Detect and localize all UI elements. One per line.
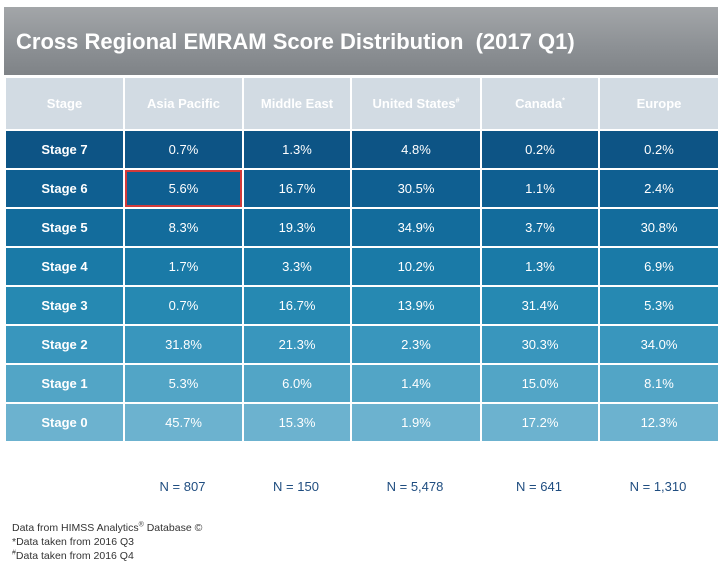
stage-label: Stage 5 bbox=[4, 207, 125, 248]
cell-united-states: 34.9% bbox=[350, 207, 482, 248]
region-header-middle-east: Middle East bbox=[242, 76, 352, 131]
cell-canada: 15.0% bbox=[480, 363, 600, 404]
cell-europe: 30.8% bbox=[598, 207, 720, 248]
cell-united-states: 30.5% bbox=[350, 168, 482, 209]
region-header-asia-pacific: Asia Pacific bbox=[123, 76, 244, 131]
table-row: Stage 3 0.7% 16.7% 13.9% 31.4% 5.3% bbox=[4, 285, 720, 326]
title-bar: Cross Regional EMRAM Score Distribution … bbox=[4, 7, 718, 75]
stage-label: Stage 6 bbox=[4, 168, 125, 209]
footnote-canada: *Data taken from 2016 Q3 bbox=[12, 536, 134, 548]
stage-label: Stage 3 bbox=[4, 285, 125, 326]
sample-size-row: N = 807 N = 150 N = 5,478 N = 641 N = 1,… bbox=[4, 479, 718, 494]
header-row: Stage Asia Pacific Middle East United St… bbox=[4, 76, 720, 131]
cell-asia-pacific: 0.7% bbox=[123, 129, 244, 170]
sample-size-canada: N = 641 bbox=[516, 479, 562, 494]
cell-canada: 3.7% bbox=[480, 207, 600, 248]
source-note: Data from HIMSS Analytics® Database © bbox=[12, 521, 203, 535]
cell-united-states: 1.9% bbox=[350, 402, 482, 443]
stage-label: Stage 2 bbox=[4, 324, 125, 365]
cell-united-states: 1.4% bbox=[350, 363, 482, 404]
page-title: Cross Regional EMRAM Score Distribution … bbox=[16, 29, 575, 54]
stage-column-header: Stage bbox=[4, 76, 125, 131]
cell-europe: 5.3% bbox=[598, 285, 720, 326]
stage-label: Stage 1 bbox=[4, 363, 125, 404]
stage-label: Stage 7 bbox=[4, 129, 125, 170]
cell-middle-east: 19.3% bbox=[242, 207, 352, 248]
table-row: Stage 6 5.6% 16.7% 30.5% 1.1% 2.4% bbox=[4, 168, 720, 209]
sample-size-asia-pacific: N = 807 bbox=[159, 479, 206, 494]
highlighted-cell: 5.6% bbox=[123, 168, 244, 209]
table-row: Stage 1 5.3% 6.0% 1.4% 15.0% 8.1% bbox=[4, 363, 720, 404]
cell-asia-pacific: 5.3% bbox=[123, 363, 244, 404]
sample-size-europe: N = 1,310 bbox=[629, 479, 687, 494]
stage-label: Stage 0 bbox=[4, 402, 125, 443]
cell-europe: 6.9% bbox=[598, 246, 720, 287]
footnotes: Data from HIMSS Analytics® Database © *D… bbox=[12, 521, 202, 563]
region-header-canada: Canada* bbox=[480, 76, 600, 131]
cell-united-states: 13.9% bbox=[350, 285, 482, 326]
cell-europe: 0.2% bbox=[598, 129, 720, 170]
cell-middle-east: 21.3% bbox=[242, 324, 352, 365]
cell-asia-pacific: 31.8% bbox=[123, 324, 244, 365]
table-row: Stage 0 45.7% 15.3% 1.9% 17.2% 12.3% bbox=[4, 402, 720, 443]
cell-asia-pacific: 1.7% bbox=[123, 246, 244, 287]
cell-canada: 1.3% bbox=[480, 246, 600, 287]
cell-middle-east: 16.7% bbox=[242, 168, 352, 209]
cell-middle-east: 3.3% bbox=[242, 246, 352, 287]
cell-asia-pacific: 45.7% bbox=[123, 402, 244, 443]
cell-asia-pacific: 8.3% bbox=[123, 207, 244, 248]
footnote-united-states: #Data taken from 2016 Q4 bbox=[12, 549, 134, 563]
cell-canada: 0.2% bbox=[480, 129, 600, 170]
emram-table: Stage Asia Pacific Middle East United St… bbox=[4, 76, 720, 443]
region-header-europe: Europe bbox=[598, 76, 720, 131]
sample-size-middle-east: N = 150 bbox=[273, 479, 319, 494]
region-header-united-states: United States# bbox=[350, 76, 482, 131]
cell-middle-east: 1.3% bbox=[242, 129, 352, 170]
cell-europe: 12.3% bbox=[598, 402, 720, 443]
cell-middle-east: 15.3% bbox=[242, 402, 352, 443]
table-row: Stage 4 1.7% 3.3% 10.2% 1.3% 6.9% bbox=[4, 246, 720, 287]
cell-europe: 8.1% bbox=[598, 363, 720, 404]
cell-asia-pacific: 0.7% bbox=[123, 285, 244, 326]
table-row: Stage 7 0.7% 1.3% 4.8% 0.2% 0.2% bbox=[4, 129, 720, 170]
cell-united-states: 2.3% bbox=[350, 324, 482, 365]
stage-label: Stage 4 bbox=[4, 246, 125, 287]
cell-canada: 30.3% bbox=[480, 324, 600, 365]
cell-middle-east: 16.7% bbox=[242, 285, 352, 326]
cell-middle-east: 6.0% bbox=[242, 363, 352, 404]
cell-europe: 2.4% bbox=[598, 168, 720, 209]
sample-size-united-states: N = 5,478 bbox=[386, 479, 444, 494]
cell-united-states: 4.8% bbox=[350, 129, 482, 170]
table-row: Stage 2 31.8% 21.3% 2.3% 30.3% 34.0% bbox=[4, 324, 720, 365]
cell-europe: 34.0% bbox=[598, 324, 720, 365]
cell-canada: 1.1% bbox=[480, 168, 600, 209]
cell-united-states: 10.2% bbox=[350, 246, 482, 287]
cell-canada: 17.2% bbox=[480, 402, 600, 443]
cell-canada: 31.4% bbox=[480, 285, 600, 326]
table-row: Stage 5 8.3% 19.3% 34.9% 3.7% 30.8% bbox=[4, 207, 720, 248]
